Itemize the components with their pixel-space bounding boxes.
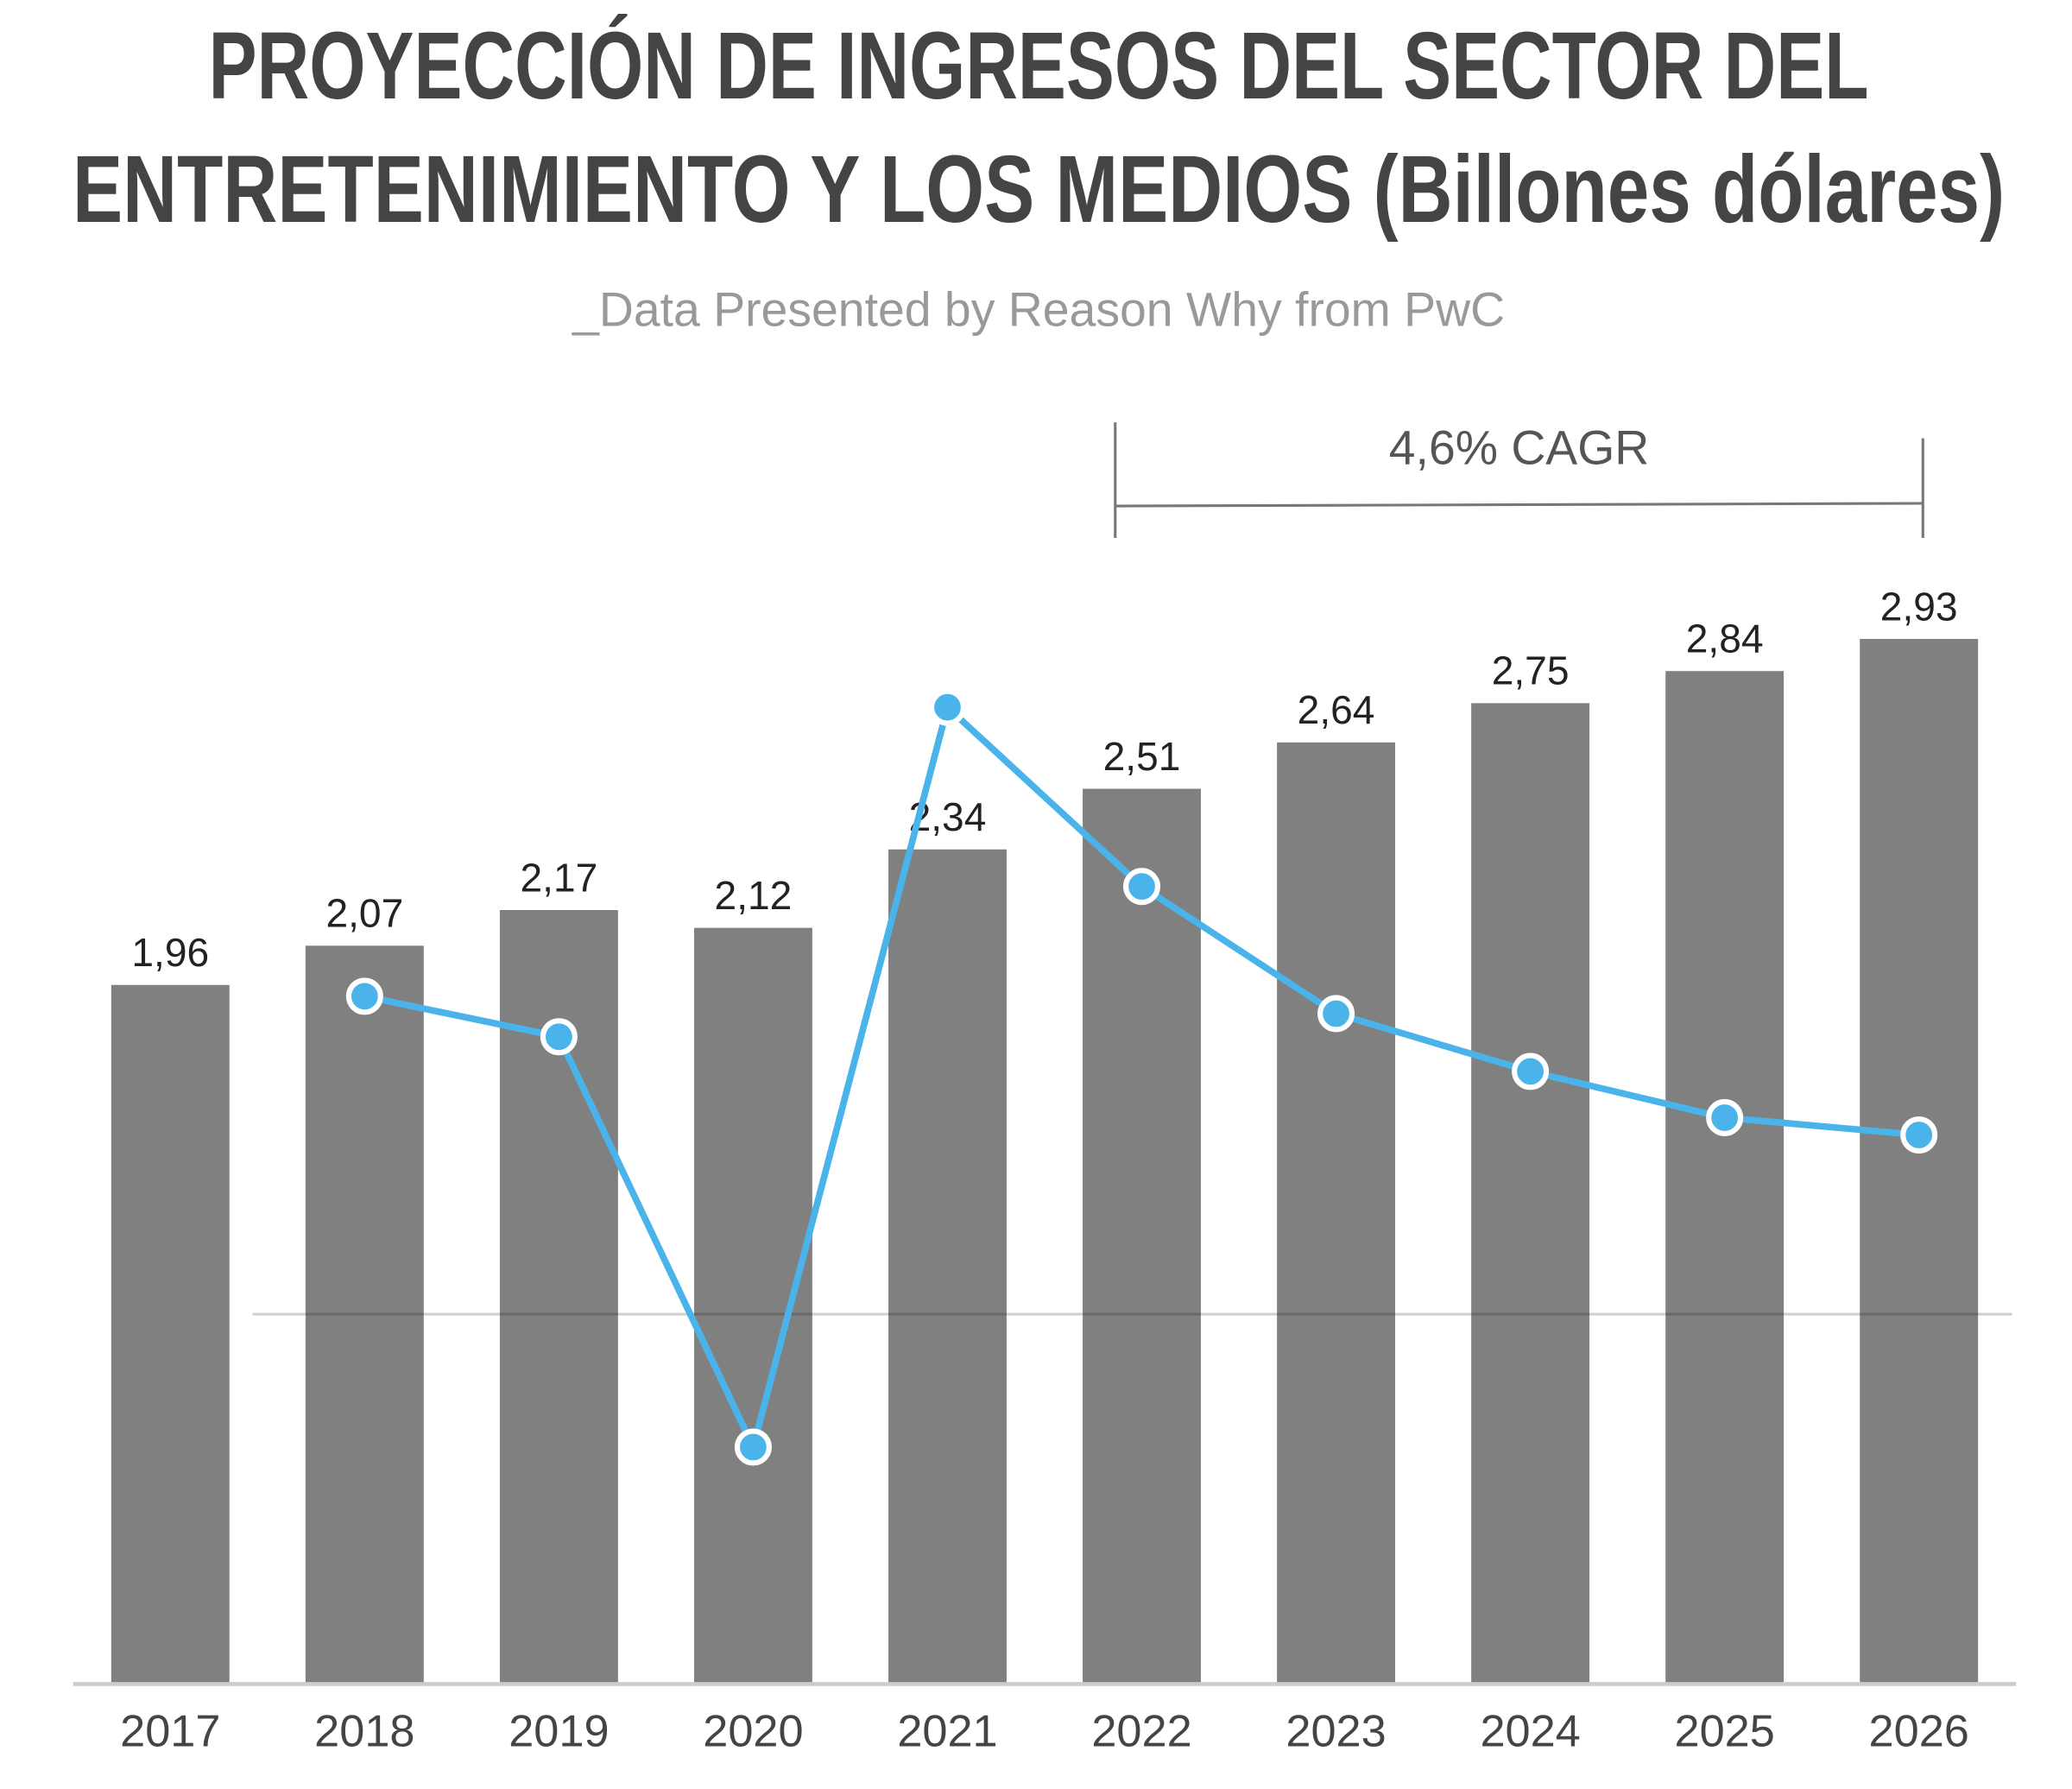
value-label: 2,93 <box>1880 584 1958 629</box>
line-point <box>1317 995 1355 1033</box>
line-point <box>1706 1098 1744 1136</box>
line-point <box>1900 1116 1938 1154</box>
bar <box>1471 703 1590 1685</box>
value-label: 2,64 <box>1298 687 1375 732</box>
x-tick-label: 2026 <box>1869 1707 1969 1757</box>
x-tick-label: 2021 <box>897 1707 997 1757</box>
value-label: 2,17 <box>520 855 597 900</box>
x-tick-label: 2022 <box>1091 1707 1191 1757</box>
annotation: 4,6% CAGR <box>1389 421 1650 475</box>
x-tick-label: 2019 <box>509 1707 609 1757</box>
x-tick-label: 2023 <box>1286 1707 1386 1757</box>
chart-title: ENTRETENIMIENTO Y LOS MEDIOS (Billones d… <box>73 136 2005 243</box>
bar <box>888 849 1007 1685</box>
chart-subtitle: _Data Presented by Reason Why from PwC <box>572 283 1505 337</box>
bar <box>111 984 230 1685</box>
line-point <box>345 977 383 1015</box>
value-label: 2,12 <box>715 873 793 918</box>
bar <box>1860 639 1979 1685</box>
line-point <box>540 1018 578 1056</box>
x-tick-label: 2017 <box>120 1707 220 1757</box>
x-tick-label: 2020 <box>703 1707 803 1757</box>
line-point <box>1512 1053 1550 1090</box>
line-point <box>734 1428 772 1466</box>
value-label: 2,07 <box>325 891 403 936</box>
value-label: 2,84 <box>1686 616 1764 661</box>
x-tick-label: 2018 <box>314 1707 414 1757</box>
bar <box>1277 742 1396 1685</box>
bracket <box>1115 502 1924 508</box>
line-point <box>1122 868 1161 906</box>
bar <box>693 927 812 1685</box>
x-tick-label: 2025 <box>1674 1707 1774 1757</box>
x-tick-label: 2024 <box>1480 1707 1580 1757</box>
chart-title: PROYECCIÓN DE INGRESOS DEL SECTOR DEL <box>209 13 1869 119</box>
value-label: 2,51 <box>1103 734 1181 779</box>
bar <box>305 945 424 1685</box>
bar <box>1665 671 1785 1685</box>
line-point <box>928 688 967 726</box>
bar <box>1083 788 1201 1685</box>
value-label: 2,75 <box>1492 648 1570 693</box>
value-label: 1,96 <box>131 930 209 975</box>
